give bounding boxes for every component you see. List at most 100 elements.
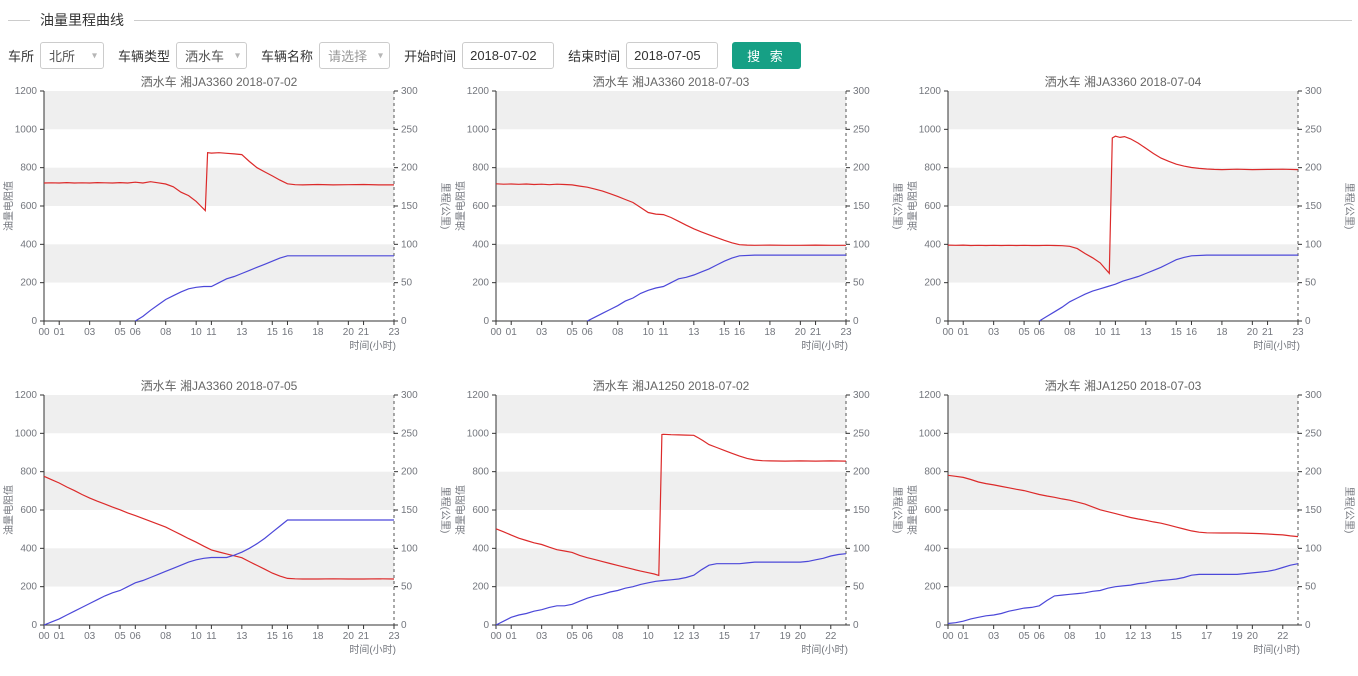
vehicle-type-select[interactable]: 洒水车 ▾ [176,42,248,69]
svg-text:100: 100 [853,543,870,554]
svg-text:800: 800 [472,467,489,478]
svg-text:200: 200 [853,163,870,174]
svg-text:13: 13 [236,327,248,338]
svg-text:06: 06 [130,631,142,642]
svg-text:50: 50 [401,278,413,289]
svg-text:100: 100 [1305,543,1322,554]
svg-text:20: 20 [343,631,355,642]
svg-text:23: 23 [1292,327,1304,338]
svg-text:0: 0 [853,316,859,327]
svg-text:19: 19 [780,631,792,642]
svg-text:06: 06 [130,327,142,338]
chart-canvas: 洒水车 湘JA1250 2018-07-03020040060080010001… [906,378,1355,656]
svg-text:00: 00 [38,327,50,338]
svg-text:里程(公里): 里程(公里) [891,183,903,230]
svg-text:05: 05 [567,631,579,642]
chart-title: 洒水车 湘JA1250 2018-07-03 [1045,379,1202,393]
svg-text:15: 15 [1171,327,1183,338]
svg-text:600: 600 [924,505,941,516]
vehicle-name-select[interactable]: 请选择 ▾ [319,42,391,69]
chart-canvas: 洒水车 湘JA3360 2018-07-04020040060080010001… [906,74,1355,352]
svg-text:50: 50 [1305,582,1317,593]
chart-canvas: 洒水车 湘JA3360 2018-07-02 0 200 400 600 800 100 01… [2,74,451,352]
depot-label: 车所 [8,49,35,64]
svg-text:400: 400 [20,239,37,250]
svg-text:时间(小时): 时间(小时) [1253,643,1300,656]
svg-text:200: 200 [924,278,941,289]
svg-text:03: 03 [988,631,1000,642]
svg-text:200: 200 [924,582,941,593]
chart-cell-2: 洒水车 湘JA3360 2018-07-04 0 200 400 600 800 1000 1… [904,74,1356,367]
svg-text:0: 0 [1305,620,1311,631]
chart-title: 洒水车 湘JA1250 2018-07-02 [593,379,750,393]
svg-text:23: 23 [388,631,400,642]
svg-text:0: 0 [935,316,941,327]
svg-text:08: 08 [160,327,172,338]
filter-bar: 车所 北所 ▾ 车辆类型 洒水车 ▾ 车辆名称 请选择 ▾ 开始时间 结束时间 … [0,30,1358,73]
svg-text:10: 10 [191,631,203,642]
svg-text:0: 0 [853,620,859,631]
chart-canvas: 洒水车 湘JA3360 2018-07-03020040060080010001… [454,74,903,352]
svg-text:1000: 1000 [919,428,942,439]
svg-text:300: 300 [401,86,418,97]
vehicle-name-label: 车辆名称 [261,49,314,64]
svg-text:08: 08 [612,327,624,338]
svg-text:200: 200 [1305,163,1322,174]
chevron-down-icon: ▾ [91,49,98,61]
svg-text:16: 16 [282,631,294,642]
svg-text:里程(公里): 里程(公里) [1343,183,1355,230]
depot-select[interactable]: 北所 ▾ [40,42,105,69]
start-date-input[interactable] [462,42,555,69]
svg-text:400: 400 [20,543,37,554]
svg-text:1200: 1200 [467,390,490,401]
svg-text:250: 250 [853,428,870,439]
svg-text:600: 600 [924,201,941,212]
svg-text:0: 0 [483,316,489,327]
svg-text:200: 200 [20,278,37,289]
svg-text:08: 08 [1064,327,1076,338]
vehicle-type-label: 车辆类型 [118,49,171,64]
svg-text:17: 17 [1201,631,1213,642]
svg-text:01: 01 [506,327,518,338]
svg-text:油量电阻值: 油量电阻值 [906,181,919,231]
svg-text:100: 100 [1305,239,1322,250]
svg-text:50: 50 [853,582,865,593]
svg-text:21: 21 [358,631,370,642]
svg-text:400: 400 [924,543,941,554]
svg-text:13: 13 [1140,327,1152,338]
svg-text:0: 0 [401,316,407,327]
svg-text:05: 05 [567,327,579,338]
svg-text:200: 200 [853,467,870,478]
svg-text:00: 00 [490,327,502,338]
svg-text:08: 08 [612,631,624,642]
svg-text:800: 800 [20,163,37,174]
svg-text:1000: 1000 [919,124,942,135]
svg-text:250: 250 [853,124,870,135]
svg-text:600: 600 [20,201,37,212]
svg-text:00: 00 [490,631,502,642]
svg-text:1200: 1200 [15,390,38,401]
svg-text:200: 200 [20,582,37,593]
chart-title: 洒水车 湘JA3360 2018-07-02 [141,75,298,89]
svg-text:01: 01 [54,327,66,338]
search-button[interactable]: 搜 索 [732,42,801,69]
svg-text:10: 10 [643,631,655,642]
section-header: 油量里程曲线 [0,0,1358,30]
chart-cell-5: 洒水车 湘JA1250 2018-07-03 0 200 400 600 800 1000 1… [904,378,1356,671]
svg-text:1200: 1200 [919,86,942,97]
svg-text:1200: 1200 [919,390,942,401]
header-rule-right [134,19,1352,21]
end-date-input[interactable] [626,42,719,69]
svg-text:23: 23 [840,327,852,338]
page-title: 油量里程曲线 [40,12,124,28]
svg-text:20: 20 [1247,631,1259,642]
svg-text:13: 13 [1140,631,1152,642]
chart-title: 洒水车 湘JA3360 2018-07-04 [1045,75,1202,89]
svg-text:13: 13 [688,327,700,338]
svg-text:11: 11 [1110,327,1121,338]
svg-text:06: 06 [582,327,594,338]
chart-canvas: 洒水车 湘JA3360 2018-07-05020040060080010001… [2,378,451,656]
svg-text:21: 21 [810,327,822,338]
svg-text:100: 100 [401,239,418,250]
svg-text:05: 05 [1019,327,1031,338]
